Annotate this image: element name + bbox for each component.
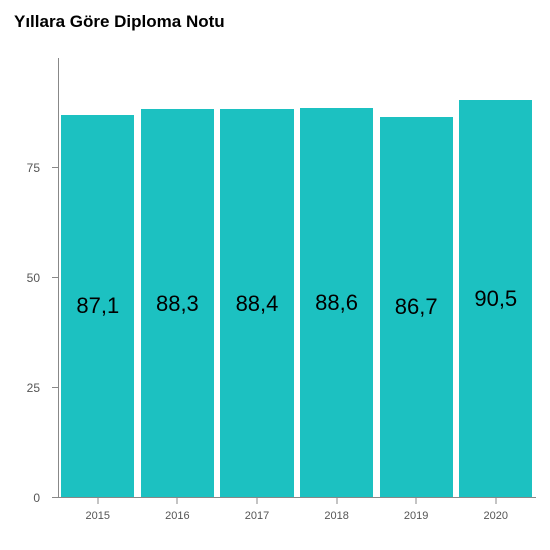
- bar: 88,3: [141, 109, 214, 498]
- bar-value-label: 86,7: [395, 294, 438, 320]
- bar-value-label: 88,4: [236, 291, 279, 317]
- x-tick-label: 2019: [404, 510, 428, 522]
- x-tick-mark: [256, 498, 257, 504]
- x-tick-mark: [97, 498, 98, 504]
- y-tick-label: 25: [0, 381, 40, 395]
- x-tick-mark: [416, 498, 417, 504]
- x-tick-label: 2017: [245, 510, 269, 522]
- x-tick-mark: [336, 498, 337, 504]
- x-tick-label: 2016: [165, 510, 189, 522]
- bar-slot: 88,32016: [138, 58, 218, 498]
- y-tick-label: 0: [0, 491, 40, 505]
- bar-value-label: 88,3: [156, 291, 199, 317]
- bar-value-label: 90,5: [474, 286, 517, 312]
- x-tick-mark: [495, 498, 496, 504]
- x-tick-mark: [177, 498, 178, 504]
- bar: 88,4: [220, 109, 293, 498]
- bar-slot: 88,42017: [217, 58, 297, 498]
- bar: 88,6: [300, 108, 373, 498]
- x-tick-label: 2020: [484, 510, 508, 522]
- chart-title: Yıllara Göre Diploma Notu: [14, 12, 225, 32]
- x-tick-label: 2018: [324, 510, 348, 522]
- y-tick-label: 50: [0, 271, 40, 285]
- bar-slot: 88,62018: [297, 58, 377, 498]
- x-axis-line: [58, 497, 536, 498]
- bars-container: 87,1201588,3201688,4201788,6201886,72019…: [58, 58, 536, 498]
- bar-value-label: 88,6: [315, 290, 358, 316]
- y-axis-line: [58, 58, 59, 498]
- bar: 86,7: [380, 117, 453, 498]
- y-tick-label: 75: [0, 161, 40, 175]
- bar-slot: 90,52020: [456, 58, 536, 498]
- bar: 90,5: [459, 100, 532, 498]
- bar-slot: 86,72019: [376, 58, 456, 498]
- bar-slot: 87,12015: [58, 58, 138, 498]
- x-tick-label: 2015: [86, 510, 110, 522]
- bar: 87,1: [61, 115, 134, 498]
- bar-value-label: 87,1: [76, 293, 119, 319]
